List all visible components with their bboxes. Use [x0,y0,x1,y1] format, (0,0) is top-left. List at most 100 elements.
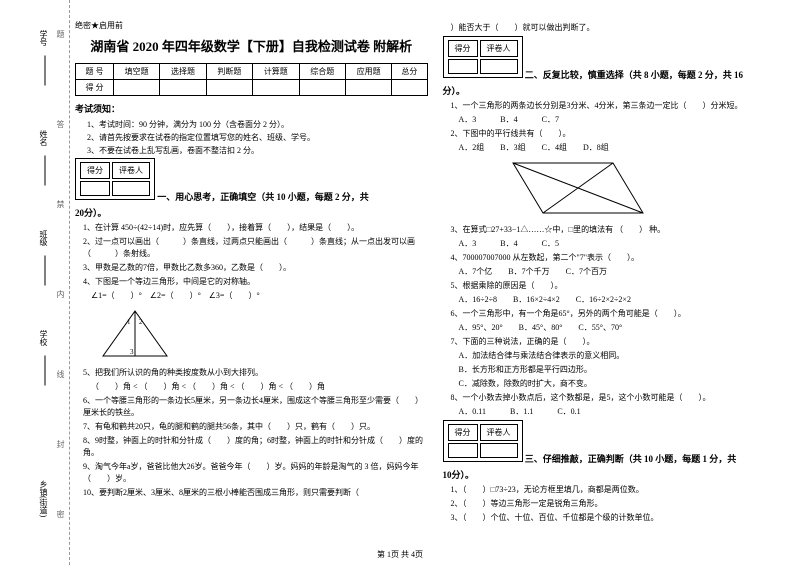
page-content: 绝密★启用前 湖南省 2020 年四年级数学【下册】自我检测试卷 附解析 题 号… [75,20,795,526]
question: 1、在计算 450÷(42÷14)时，应先算（ ），接着算（ ），结果是（ ）。 [83,222,428,234]
td [112,181,150,196]
options: A．16÷2÷8 B．16×2÷4×2 C．16÷2×2÷2×2 [459,294,796,306]
question-sub: （ ）角 < （ ）角 < （ ）角 < （ ）角 < （ ）角 [91,381,428,393]
td [206,80,252,96]
options: A．7个亿 B．7个千万 C．7个百万 [459,266,796,278]
td [448,59,478,74]
question: 7、有龟和鹤共20只，龟的腿和鹤的腿共56条，其中（ ）只，鹤有（ ）只。 [83,421,428,433]
th: 总分 [392,64,427,80]
option-c: C．减除数，除数的时扩大，商不变。 [459,378,796,390]
underline [45,356,46,386]
question: 10、要判断2厘米、3厘米、8厘米的三根小棒能否围成三角形，则只需要判断（ [83,487,428,499]
options: A．3 B．4 C．5 [459,238,796,250]
options: A．3 B．4 C．7 [459,114,796,126]
page-footer: 第 1页 共 4页 [0,549,800,560]
th: 综合题 [299,64,345,80]
part1-title: 一、用心思考，正确填空（共 10 小题，每题 2 分，共 [157,192,369,202]
th: 判断题 [206,64,252,80]
th: 计算题 [253,64,299,80]
th: 题 号 [76,64,114,80]
part2-title-cont: 分）。 [443,84,796,97]
part2-title: 二、反复比较，慎重选择（共 8 小题，每题 2 分，共 16 [525,70,743,80]
options: A．95°、20° B．45°、80° C．55°、70° [459,322,796,334]
seal-mark: 封 [55,440,66,448]
table-row: 得 分 [76,80,428,96]
seal-mark: 禁 [55,200,66,208]
seal-mark: 内 [55,290,66,298]
label-studentid: 学号 [38,30,49,46]
underline [45,156,46,186]
question: 3、在算式□27+33−1△……☆中，□里的填法有 （ ） 种。 [451,224,796,236]
question: 6、一个三角形中，有一个角是65°，另外的两个角可能是（ ）。 [451,308,796,320]
question: 2、（ ）等边三角形一定是锐角三角形。 [451,498,796,510]
question: 3、（ ）个位、十位、百位、千位都是个级的计数单位。 [451,512,796,524]
question-cont: ）能否大于（ ）就可以做出判断了。 [451,22,796,34]
question: 8、一个小数去掉小数点后，这个数都是，是5，这个小数可能是（ ）。 [451,392,796,404]
question: 4、下图是一个等边三角形，中间是它的对称轴。 [83,276,428,288]
part1-title-cont: 20分）。 [75,206,428,219]
td: 得分 [448,40,478,57]
svg-text:2: 2 [139,318,143,326]
td [480,59,518,74]
seal-mark: 密 [55,510,66,518]
th: 填空题 [113,64,159,80]
td [299,80,345,96]
label-school: 学校 [38,330,49,346]
options: A．2组 B．3组 C．4组 D．8组 [459,142,796,154]
grader-box: 得分 评卷人 [443,420,523,462]
binding-margin: 学号 姓名 班级 学校 乡镇(街道) 题 答 禁 内 线 封 密 [0,0,70,565]
notice-item: 2、请首先按要求在试卷的指定位置填写您的姓名、班级、学号。 [87,132,428,143]
seal-mark: 答 [55,120,66,128]
td [345,80,391,96]
part3-title-cont: 10分）。 [443,468,796,481]
options: A．0.11 B．1.1 C．0.1 [459,406,796,418]
td: 评卷人 [480,40,518,57]
td: 得分 [448,424,478,441]
td: 评卷人 [480,424,518,441]
question: 7、下面的三种说法，正确的是（ ）。 [451,336,796,348]
svg-text:1: 1 [127,318,131,326]
option-a: A．加法结合律与乘法结合律表示的意义相同。 [459,350,796,362]
seal-mark: 线 [55,370,66,378]
question: 6、一个等腰三角形的一条边长5厘米，另一条边长4厘米，围成这个等腰三角形至少需要… [83,395,428,419]
option-b: B．长方形和正方形都是平行四边形。 [459,364,796,376]
notice-item: 1、考试时间：90 分钟，满分为 100 分（含卷面分 2 分）。 [87,119,428,130]
th: 应用题 [345,64,391,80]
question: 5、根据乘除的原因是（ ）。 [451,280,796,292]
td [113,80,159,96]
question: 9、淘气今年a岁，爸爸比他大26岁。爸爸今年（ ）岁。妈妈的年龄是淘气的 3 倍… [83,461,428,485]
rhombus-figure [473,158,653,218]
td: 得分 [80,162,110,179]
td [392,80,427,96]
td [480,443,518,458]
triangle-figure: 1 2 3 [95,306,175,361]
notice-title: 考试须知： [75,102,428,115]
label-class: 班级 [38,230,49,246]
td: 得 分 [76,80,114,96]
notice-item: 3、不要在试卷上乱写乱画，卷面不整洁扣 2 分。 [87,145,428,156]
td [253,80,299,96]
label-township: 乡镇(街道) [38,480,49,517]
grader-box: 得分 评卷人 [443,36,523,78]
right-column: ）能否大于（ ）就可以做出判断了。 得分 评卷人 二、反复比较，慎重选择（共 8… [443,20,796,526]
td [160,80,206,96]
grader-box: 得分 评卷人 [75,158,155,200]
exam-title: 湖南省 2020 年四年级数学【下册】自我检测试卷 附解析 [75,36,428,55]
td: 评卷人 [112,162,150,179]
seal-mark: 题 [55,30,66,38]
question: 2、下图中的平行线共有（ ）。 [451,128,796,140]
th: 选择题 [160,64,206,80]
score-summary-table: 题 号 填空题 选择题 判断题 计算题 综合题 应用题 总分 得 分 [75,63,428,96]
question: 2、过一点可以画出（ ）条直线，过两点只能画出（ ）条直线；从一点出发可以画（ … [83,236,428,260]
question: 8、9时整，钟面上的时针和分针成（ ）度的角；6时整，钟面上的时针和分针成（ ）… [83,435,428,459]
question: 1、（ ）□73÷23，无论方框里填几，商都是两位数。 [451,484,796,496]
underline [45,256,46,286]
td [80,181,110,196]
left-column: 绝密★启用前 湖南省 2020 年四年级数学【下册】自我检测试卷 附解析 题 号… [75,20,428,526]
confidential-mark: 绝密★启用前 [75,20,428,31]
underline [45,56,46,86]
question: 3、甲数是乙数的7倍，甲数比乙数多360，乙数是（ ）。 [83,262,428,274]
part3-title: 三、仔细推敲，正确判断（共 10 小题，每题 1 分，共 [525,454,737,464]
question: 5、把我们所认识的角的种类按度数从小到大排列。 [83,367,428,379]
td [448,443,478,458]
